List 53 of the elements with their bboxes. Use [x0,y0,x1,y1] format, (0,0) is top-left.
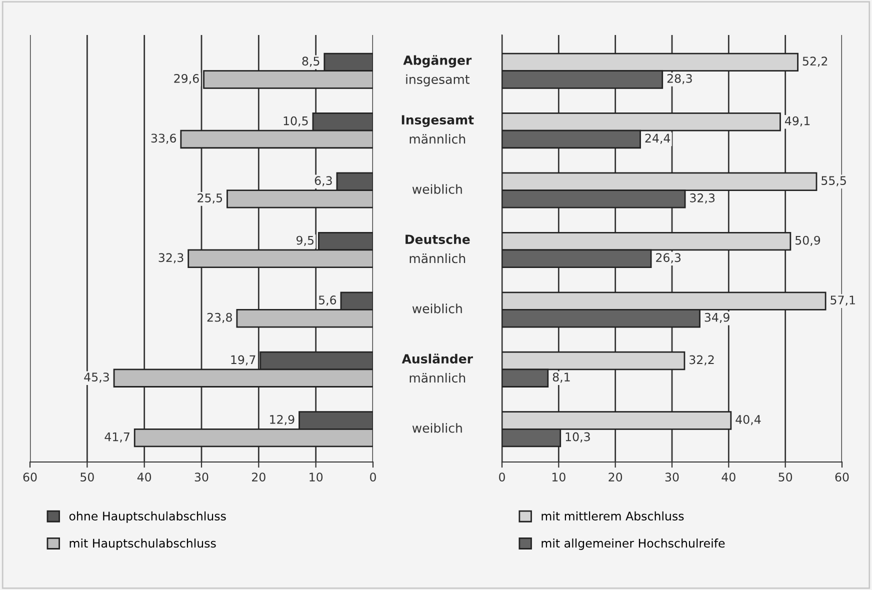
data-label: 57,1 [830,296,855,306]
y-tick-label: weiblich [412,423,462,433]
x-tick-label: 60 [835,472,849,482]
data-label: 34,9 [704,312,730,324]
data-label: 19,7 [231,355,256,366]
data-label: 55,5 [822,176,846,186]
data-label: 28,3 [667,74,692,84]
data-label: 50,9 [796,236,820,246]
x-tick-label: 0 [370,472,376,482]
y-tick-label: weiblich [412,304,462,314]
data-label: 10,3 [566,432,590,442]
data-label: 8,1 [552,372,570,383]
x-tick-label: 30 [194,472,208,482]
x-tick-label: 20 [608,472,622,482]
y-tick-label: Insgesamt männlich [402,115,474,144]
data-label: 32,3 [690,193,715,204]
data-label: 32,3 [158,253,184,264]
x-tick-label: 60 [23,472,37,482]
data-label: 26,3 [656,253,681,264]
data-label: 40,4 [736,414,761,426]
data-label: 8,5 [302,56,320,67]
data-label: 12,9 [270,414,294,426]
legend-label: mit allgemeiner Hochschulreife [542,538,725,550]
data-label: 45,3 [84,372,109,383]
y-tick-label: Deutsche männlich [406,234,470,264]
data-label: 25,5 [198,193,222,204]
y-tick-label: weiblich [412,184,462,194]
x-tick-label: 20 [252,472,266,482]
data-label: 52,2 [802,56,828,67]
legend-label: ohne Hauptschulabschluss [69,511,226,523]
data-label: 33,6 [151,134,176,144]
x-tick-label: 10 [552,472,566,482]
y-tick-label: Abgänger insgesamt [403,55,472,86]
x-tick-label: 50 [778,472,792,482]
data-label: 32,2 [690,355,714,366]
data-label: 41,7 [104,432,130,442]
y-tick-label: Ausländer männlich [402,354,473,383]
data-label: 5,6 [318,296,336,306]
x-tick-label: 30 [665,472,679,482]
data-label: 29,6 [174,74,199,84]
x-tick-label: 40 [722,472,736,482]
data-label: 49,1 [784,116,810,127]
data-label: 6,3 [314,176,332,186]
data-label: 9,5 [296,236,314,246]
data-label: 10,5 [284,116,308,127]
legend-label: mit mittlerem Abschluss [542,511,684,521]
x-tick-label: 10 [310,472,323,482]
data-label: 24,4 [645,134,670,144]
legend-label: mit Hauptschulabschluss [70,538,216,550]
x-tick-label: 50 [80,472,94,482]
x-tick-label: 40 [137,472,152,482]
x-tick-label: 0 [499,472,505,482]
data-label: 23,8 [207,312,232,324]
